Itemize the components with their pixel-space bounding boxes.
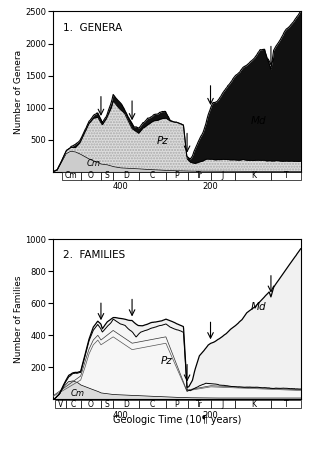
Text: 200: 200 <box>203 182 218 191</box>
Text: C: C <box>150 400 155 409</box>
Bar <box>271 172 301 180</box>
Text: Geologic Time (10¶ years): Geologic Time (10¶ years) <box>113 415 241 425</box>
Bar <box>81 172 101 180</box>
Text: O: O <box>88 400 94 409</box>
Text: 400: 400 <box>113 182 128 191</box>
Bar <box>81 400 101 408</box>
Text: V: V <box>58 400 63 409</box>
Bar <box>210 172 235 180</box>
Bar <box>139 400 166 408</box>
Text: C: C <box>71 400 76 409</box>
Text: K: K <box>251 400 256 409</box>
Text: 1.  GENERA: 1. GENERA <box>63 22 122 33</box>
Bar <box>113 172 139 180</box>
Text: Md: Md <box>251 116 267 126</box>
Text: 400: 400 <box>113 410 128 420</box>
Text: D: D <box>123 400 129 409</box>
Text: D: D <box>123 171 129 180</box>
Text: Pz: Pz <box>161 356 173 366</box>
Text: 200: 200 <box>203 410 218 420</box>
Text: S: S <box>105 171 109 180</box>
Bar <box>101 400 113 408</box>
Text: 2.  FAMILIES: 2. FAMILIES <box>63 250 125 260</box>
Text: Cm: Cm <box>65 171 78 180</box>
Text: C: C <box>150 171 155 180</box>
Text: Pz: Pz <box>157 136 168 146</box>
Text: P: P <box>175 400 179 409</box>
Text: K: K <box>251 171 256 180</box>
Bar <box>62 172 81 180</box>
Bar <box>188 172 210 180</box>
Text: S: S <box>105 400 109 409</box>
Bar <box>235 172 271 180</box>
Text: P: P <box>175 171 179 180</box>
Bar <box>55 400 66 408</box>
Text: Md: Md <box>251 302 267 312</box>
Y-axis label: Number of Families: Number of Families <box>14 275 23 363</box>
Text: T: T <box>284 400 288 409</box>
Y-axis label: Number of Genera: Number of Genera <box>14 50 23 134</box>
Bar <box>188 400 210 408</box>
Text: J: J <box>222 400 224 409</box>
Text: Cm: Cm <box>86 159 100 168</box>
Bar <box>139 172 166 180</box>
Text: Tr: Tr <box>196 171 202 180</box>
Bar <box>166 400 188 408</box>
Bar <box>66 400 81 408</box>
Bar <box>166 172 188 180</box>
Bar <box>235 400 271 408</box>
Bar <box>271 400 301 408</box>
Bar <box>210 400 235 408</box>
Bar <box>101 172 113 180</box>
Text: O: O <box>88 171 94 180</box>
Text: Cm: Cm <box>71 389 85 398</box>
Bar <box>113 400 139 408</box>
Text: Tr: Tr <box>196 400 202 409</box>
Text: T: T <box>284 171 288 180</box>
Text: J: J <box>222 171 224 180</box>
